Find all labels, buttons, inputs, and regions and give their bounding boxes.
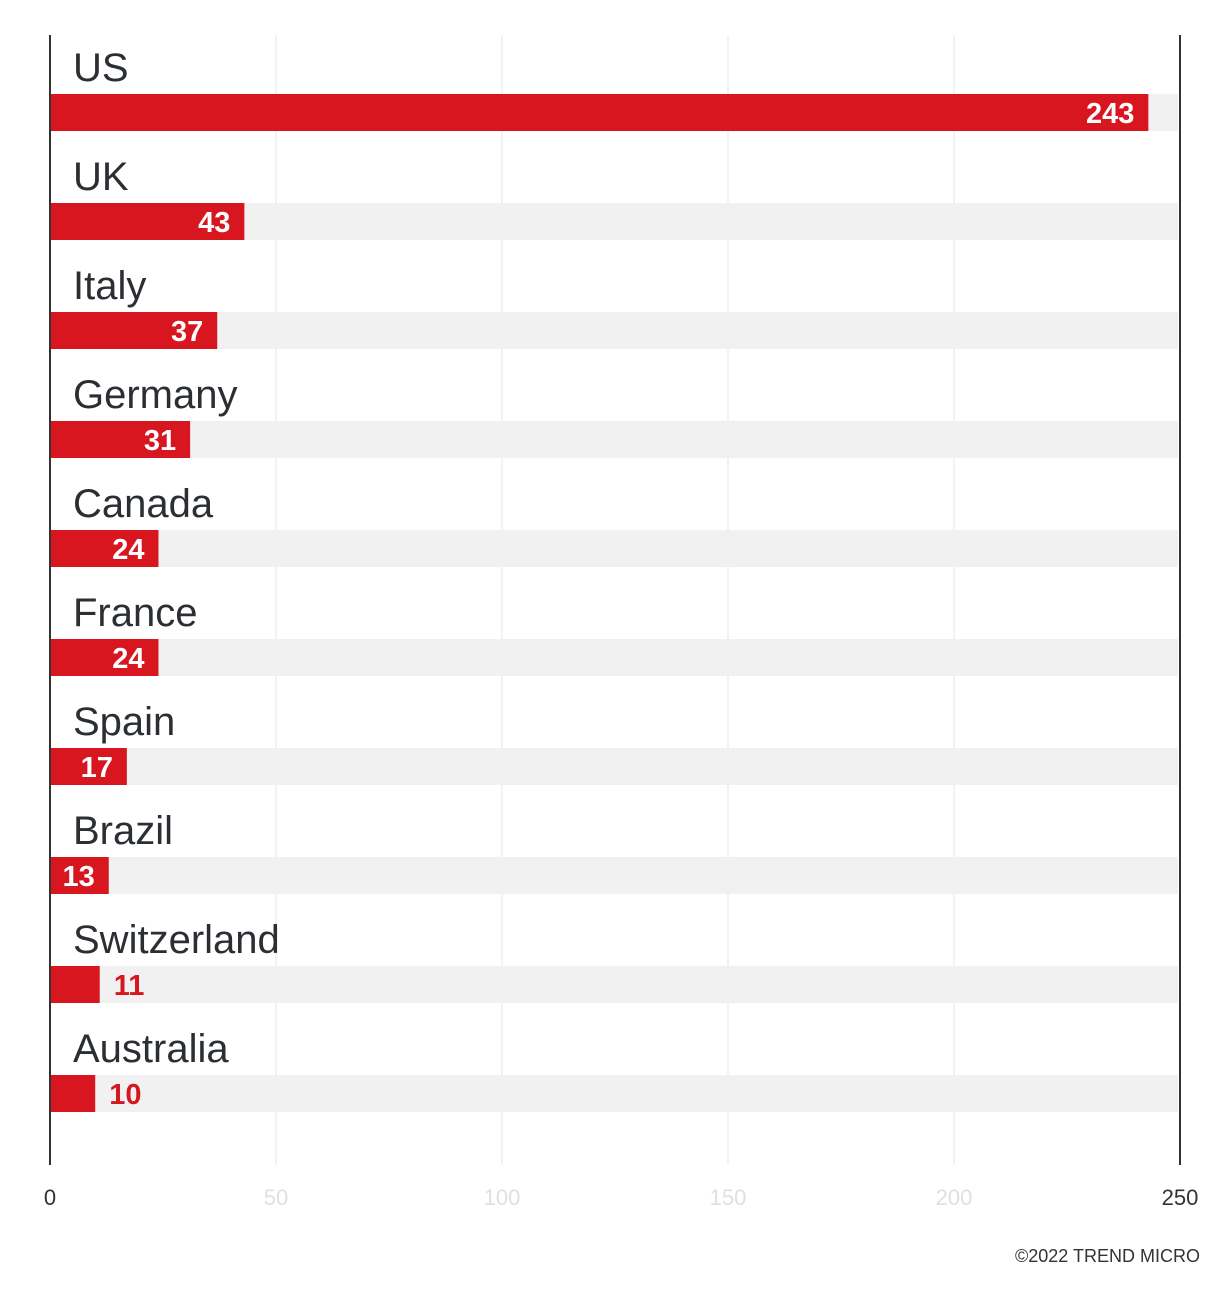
category-label: Switzerland bbox=[73, 918, 280, 962]
x-tick-label: 200 bbox=[936, 1185, 973, 1210]
bar bbox=[50, 312, 218, 349]
x-tick-label: 250 bbox=[1162, 1185, 1199, 1210]
bar bbox=[50, 857, 109, 894]
x-tick-label: 100 bbox=[484, 1185, 521, 1210]
x-tick-label: 150 bbox=[710, 1185, 747, 1210]
bar bbox=[50, 748, 127, 785]
data-label: 31 bbox=[144, 425, 176, 457]
copyright-credit: ©2022 TREND MICRO bbox=[1015, 1246, 1200, 1266]
bar-track bbox=[50, 312, 1178, 349]
category-label: Canada bbox=[73, 482, 214, 526]
category-label: Brazil bbox=[73, 809, 173, 853]
category-label: Australia bbox=[73, 1027, 229, 1071]
category-label: UK bbox=[73, 155, 129, 199]
x-tick-labels: 0 50 100 150 200 250 bbox=[44, 1185, 1198, 1210]
category-label: US bbox=[73, 46, 129, 90]
x-tick-label: 50 bbox=[264, 1185, 288, 1210]
bar bbox=[50, 1075, 96, 1112]
bar-track bbox=[50, 421, 1178, 458]
bar bbox=[50, 421, 191, 458]
category-label: France bbox=[73, 591, 198, 635]
data-label: 24 bbox=[112, 534, 144, 566]
bar-track bbox=[50, 639, 1178, 676]
category-label: Germany bbox=[73, 373, 238, 417]
data-label: 11 bbox=[114, 970, 145, 1002]
data-label: 13 bbox=[62, 861, 94, 893]
data-label: 37 bbox=[171, 316, 203, 348]
bar-track bbox=[50, 857, 1178, 894]
data-label: 24 bbox=[112, 643, 144, 675]
bar bbox=[50, 966, 100, 1003]
data-label: 10 bbox=[109, 1079, 141, 1111]
category-label: Italy bbox=[73, 264, 146, 308]
bars: US 243 UK 43 Italy 37 Germany 31 Canada 24 France 2… bbox=[50, 46, 1178, 1112]
bar-track bbox=[50, 966, 1178, 1003]
bar-track bbox=[50, 748, 1178, 785]
bar bbox=[50, 639, 159, 676]
bar bbox=[50, 94, 1149, 131]
axes bbox=[49, 35, 1181, 1165]
data-label: 243 bbox=[1086, 98, 1134, 130]
x-tick-label: 0 bbox=[44, 1185, 56, 1210]
bar bbox=[50, 530, 159, 567]
bar-track bbox=[50, 1075, 1178, 1112]
bar-track bbox=[50, 530, 1178, 567]
data-label: 43 bbox=[198, 207, 230, 239]
category-label: Spain bbox=[73, 700, 175, 744]
data-label: 17 bbox=[81, 752, 113, 784]
bar bbox=[50, 203, 245, 240]
